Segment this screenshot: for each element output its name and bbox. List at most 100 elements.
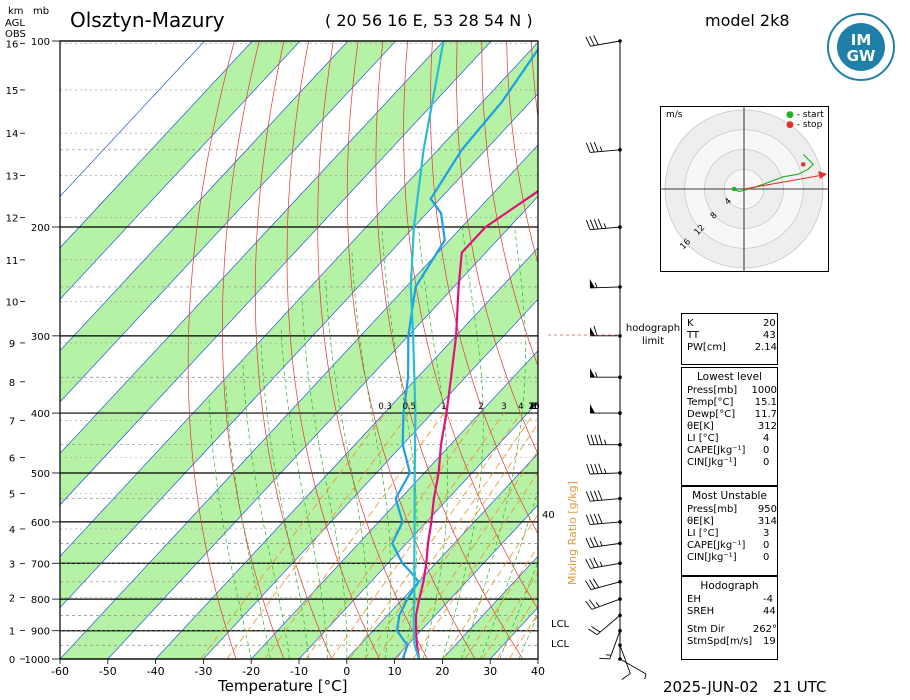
pressure-tick-label: 100	[31, 37, 50, 48]
isotherm-line	[346, 452, 538, 659]
temperature-axis: -60 -50 -40 -30 -20 -10 0 10 20 30 40	[51, 659, 545, 678]
wind-barb	[590, 404, 620, 414]
x-tick-label: -60	[51, 665, 69, 678]
pressure-tick-label: 300	[31, 332, 50, 343]
isotherm-line	[60, 41, 301, 300]
logo-text-bottom: GW	[847, 47, 876, 65]
datetime-label: 2025-JUN-02 21 UTC	[663, 678, 827, 696]
km-tick-label: 16	[6, 40, 19, 51]
index-value: 312	[757, 421, 777, 432]
index-key: Stm Dir	[687, 624, 725, 635]
mixing-ratio-line	[482, 571, 538, 659]
index-value: 2.14	[754, 342, 777, 353]
dry-adiabat	[375, 41, 524, 659]
storm-motion-arrowhead	[818, 171, 827, 179]
index-row: θE[K] 312	[682, 421, 777, 433]
isotherm-line	[250, 350, 538, 659]
mixing-ratio-label: 15	[529, 402, 540, 412]
station-coords: ( 20 56 16 E, 53 28 54 N )	[325, 11, 533, 30]
right-annotation: 40	[542, 510, 555, 521]
index-value: 11.7	[754, 409, 777, 420]
km-tick-label: 9	[9, 339, 15, 350]
x-tick-label: -20	[242, 665, 260, 678]
mixing-ratio-line	[349, 412, 522, 659]
km-tick-label: 1	[9, 626, 15, 637]
x-tick-label: -50	[99, 665, 117, 678]
isotherm-line	[60, 144, 538, 659]
km-tick-label: 3	[9, 560, 15, 571]
index-key: CIN[Jkg⁻¹]	[687, 457, 737, 468]
pressure-tick-label: 400	[31, 409, 50, 420]
index-value: 44	[763, 606, 776, 617]
mixing-ratio-label: 2	[478, 402, 483, 412]
index-value: 0	[763, 457, 770, 468]
x-axis-title: Temperature [°C]	[218, 677, 348, 695]
pressure-tick-label: 200	[31, 223, 50, 234]
index-row: CIN[Jkg⁻¹] 0	[682, 552, 777, 564]
x-tick-label: -10	[290, 665, 308, 678]
dry-adiabat	[346, 41, 476, 659]
km-tick-label: 14	[6, 129, 19, 140]
isotherm-line	[298, 401, 538, 659]
moist-adiabat	[242, 361, 290, 659]
wind-barbs	[585, 35, 647, 681]
lowest-level-title: Lowest level	[696, 371, 763, 383]
wind-barb	[585, 490, 621, 502]
index-value: 0	[763, 552, 770, 563]
mixing-ratio-line	[412, 471, 538, 659]
imgw-logo: IM GW	[826, 12, 896, 82]
mixing-ratio-label: 10	[529, 402, 540, 412]
obs-label: OBS	[5, 29, 26, 40]
km-tick-label: 6	[9, 453, 15, 464]
index-row: CIN[Jkg⁻¹] 0	[682, 457, 777, 469]
parcel-curve	[409, 41, 445, 659]
dry-adiabat	[254, 41, 333, 659]
hodograph-trace	[733, 154, 814, 193]
moist-adiabat	[225, 384, 271, 659]
hodograph-start-point	[731, 186, 737, 192]
moist-adiabat	[381, 226, 418, 659]
wind-barb	[585, 218, 621, 231]
km-label: km	[8, 6, 24, 17]
dry-adiabat	[456, 41, 538, 455]
moist-adiabat	[208, 399, 252, 659]
wind-barb	[585, 536, 621, 549]
hodograph-stats-box: Hodograph EH -4 SREH 44 Stm Dir 262° StmSpd[m/…	[681, 576, 778, 660]
x-tick-label: -40	[147, 665, 165, 678]
start-dot-icon: ●	[786, 110, 794, 120]
moist-adiabat	[351, 252, 392, 659]
mixing-ratio-label: 1	[441, 402, 446, 412]
x-tick-label: -30	[194, 665, 212, 678]
isotherm-line	[394, 504, 538, 659]
wind-barb	[586, 463, 621, 475]
km-tick-label: 13	[6, 171, 19, 182]
logo-text-top: IM	[851, 31, 872, 49]
wind-barb	[590, 325, 620, 337]
isotherm-line	[155, 247, 538, 659]
hodograph-limit-label: hodograph limit	[625, 323, 681, 347]
index-key: θE[K]	[687, 516, 714, 527]
index-value: 950	[757, 504, 777, 515]
temperature-curve	[414, 189, 538, 659]
km-tick-label: 7	[9, 416, 15, 427]
isotherm-line	[60, 93, 538, 609]
mixing-ratio-line	[464, 545, 538, 659]
index-value: 19	[763, 636, 776, 647]
moist-adiabat	[325, 275, 368, 659]
hodograph-ring-label: 4	[723, 196, 734, 207]
index-row: SREH 44	[682, 606, 777, 618]
km-tick-label: 2	[9, 593, 15, 604]
mixing-ratio-label: 25	[529, 402, 540, 412]
mixing-ratio-line	[396, 449, 538, 659]
mixing-ratio-line	[496, 593, 538, 659]
wind-barb	[586, 434, 620, 446]
pressure-tick-label: 800	[31, 595, 50, 606]
hodograph-stop-point	[801, 162, 806, 167]
dry-adiabat	[222, 41, 285, 659]
dry-adiabat	[187, 41, 237, 659]
pressure-tick-label: 1000	[25, 655, 50, 666]
isotherm-line	[60, 41, 444, 454]
